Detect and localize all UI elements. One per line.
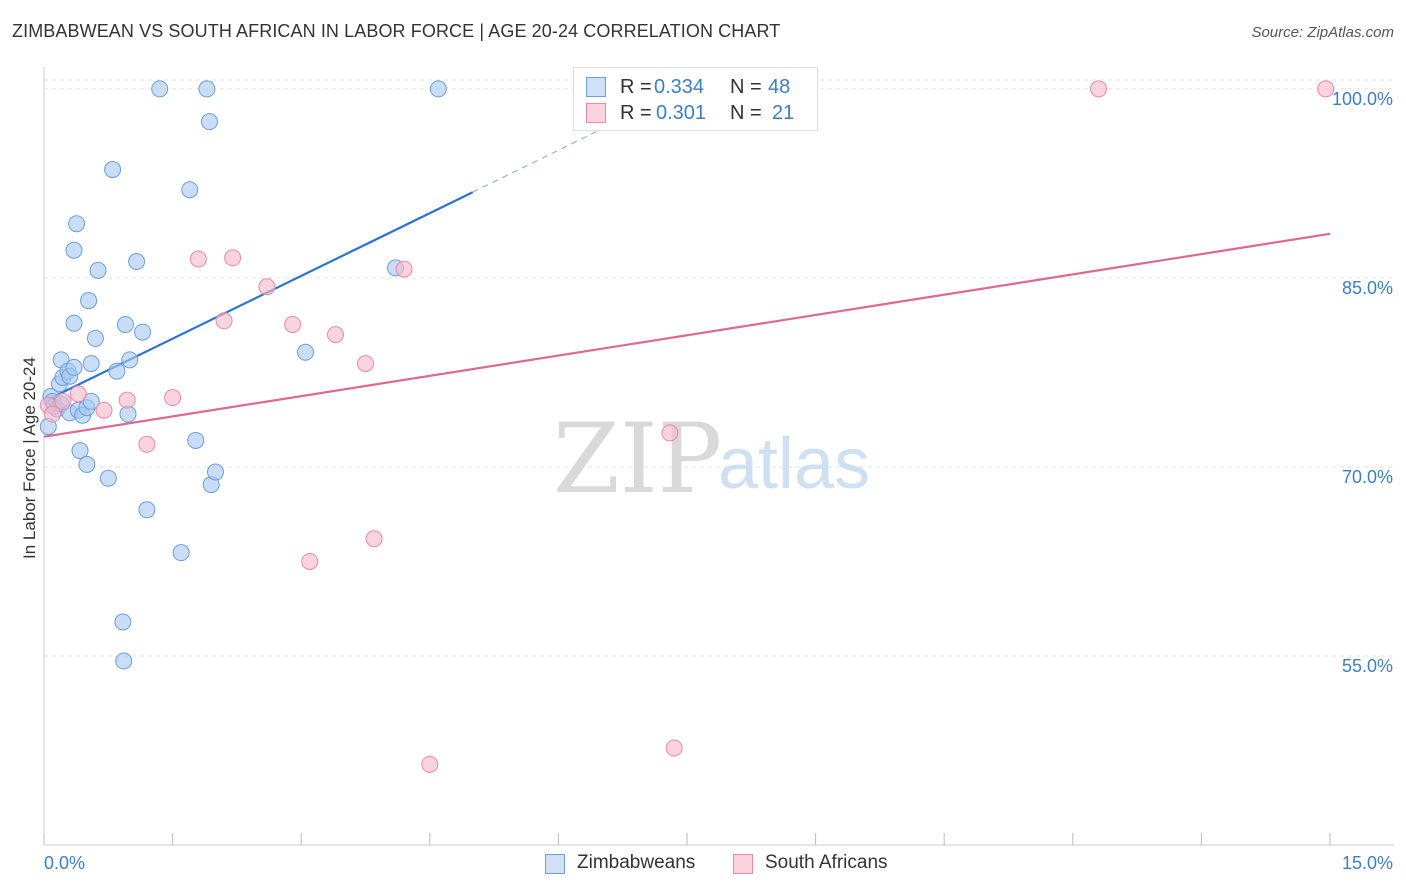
bottom-legend-label: South Africans <box>765 852 888 873</box>
zimbabwean-point <box>108 362 126 380</box>
legend-r-label: R = <box>620 102 652 124</box>
zimbabwean-point <box>429 80 447 98</box>
correlation-legend: R = 0.334 N = 48 R = 0.301 N = 21 <box>573 67 818 131</box>
source-credit: Source: ZipAtlas.com <box>1251 24 1394 41</box>
zimbabwean-point <box>99 469 117 487</box>
legend-n-label: N = <box>730 102 762 124</box>
zimbabwean-point <box>71 442 89 460</box>
south-african-point <box>215 312 233 330</box>
trendline-extension <box>472 128 602 193</box>
south-african-point <box>357 355 374 373</box>
south-african-point <box>326 326 344 344</box>
south-african-point <box>395 260 413 278</box>
y-tick-label: 70.0% <box>1342 467 1393 487</box>
zimbabwean-point <box>80 292 98 310</box>
legend-swatch-zimbabweans <box>586 77 606 97</box>
zimbabwean-point <box>65 314 83 332</box>
south-african-point <box>301 552 319 570</box>
y-tick-label: 100.0% <box>1332 89 1393 109</box>
zimbabwean-point <box>296 343 314 361</box>
south-african-point <box>661 424 679 442</box>
zimbabwean-point <box>181 181 199 199</box>
south-african-point <box>665 739 683 757</box>
zimbabwean-point <box>115 652 133 670</box>
zimbabwean-point <box>128 253 146 271</box>
legend-r-label: R = <box>620 76 652 98</box>
y-tick-label: 55.0% <box>1342 656 1393 676</box>
south-african-point <box>118 391 136 409</box>
zimbabwean-point <box>200 113 218 131</box>
legend-n-value: 21 <box>772 102 795 124</box>
south-african-point <box>284 316 302 334</box>
axes <box>43 67 1394 846</box>
zimbabwean-point <box>82 355 100 373</box>
watermark-atlas: atlas <box>718 424 870 504</box>
y-axis-label: In Labor Force | Age 20-24 <box>20 357 39 559</box>
gridlines <box>44 79 1394 657</box>
south-african-point <box>164 389 182 407</box>
x-tick-label: 0.0% <box>44 853 85 873</box>
zimbabwean-point <box>151 80 169 98</box>
south-african-point <box>54 392 72 410</box>
south-african-point <box>95 401 113 419</box>
zimbabwean-point <box>65 358 83 376</box>
trendline-south-africans <box>43 232 1331 438</box>
south-african-point <box>1317 80 1335 98</box>
legend-swatch-south-africans <box>586 103 606 123</box>
bottom-legend-swatch-south-africans <box>733 854 753 874</box>
legend-r-value: 0.301 <box>656 102 707 124</box>
south-african-point <box>224 249 242 267</box>
trendlines <box>43 128 1331 438</box>
zimbabwean-point <box>206 463 224 481</box>
zimbabwean-point <box>86 329 104 347</box>
y-tick-label: 85.0% <box>1342 278 1393 298</box>
tick-labels: 55.0% 70.0% 85.0% 100.0% 0.0% 15.0% <box>44 89 1393 873</box>
zimbabwean-point <box>187 431 205 449</box>
zimbabwean-point <box>114 613 132 631</box>
zimbabwean-point <box>198 80 216 98</box>
trendline-zimbabweans <box>43 191 474 403</box>
zimbabwean-point <box>89 261 107 279</box>
zimbabwean-point <box>82 392 100 410</box>
zimbabwean-point <box>172 544 190 562</box>
zimbabwean-point <box>65 241 83 259</box>
south-african-point <box>189 250 207 268</box>
chart-title: ZIMBABWEAN VS SOUTH AFRICAN IN LABOR FOR… <box>12 21 781 41</box>
legend-n-label: N = <box>730 76 762 98</box>
zimbabwean-point <box>104 161 122 179</box>
bottom-legend-swatch-zimbabweans <box>545 854 565 874</box>
zimbabwean-point <box>138 501 156 519</box>
zimbabwean-point <box>68 215 86 233</box>
south-african-point <box>258 278 276 296</box>
zimbabwean-point <box>116 316 134 334</box>
south-african-point <box>1090 80 1108 98</box>
south-african-point <box>138 435 156 453</box>
watermark: ZIP atlas <box>553 403 870 515</box>
south-african-point <box>421 755 439 773</box>
legend-n-value: 48 <box>768 76 791 98</box>
south-african-point <box>69 385 87 403</box>
south-african-point <box>365 530 383 548</box>
bottom-legend-label: Zimbabweans <box>577 852 696 873</box>
watermark-zip: ZIP <box>553 403 722 515</box>
data-points <box>39 80 1335 773</box>
zimbabwean-point <box>134 323 152 341</box>
zimbabwean-point <box>78 455 96 473</box>
zimbabwean-point <box>121 351 139 369</box>
south-african-point <box>44 405 62 423</box>
x-tick-label: 15.0% <box>1342 853 1393 873</box>
legend-r-value: 0.334 <box>654 76 705 98</box>
